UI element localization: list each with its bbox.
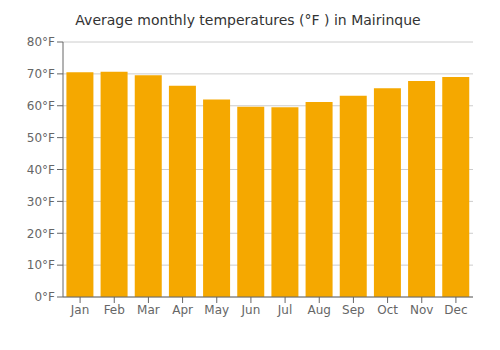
svg-text:Apr: Apr (172, 303, 193, 317)
svg-text:40°F: 40°F (27, 163, 55, 177)
svg-text:Jun: Jun (241, 303, 261, 317)
svg-text:Nov: Nov (410, 303, 433, 317)
svg-text:70°F: 70°F (27, 67, 55, 81)
svg-text:30°F: 30°F (27, 195, 55, 209)
svg-text:Dec: Dec (444, 303, 467, 317)
svg-text:May: May (204, 303, 229, 317)
svg-text:50°F: 50°F (27, 131, 55, 145)
svg-text:20°F: 20°F (27, 227, 55, 241)
svg-text:Oct: Oct (377, 303, 398, 317)
svg-text:Sep: Sep (342, 303, 365, 317)
svg-text:60°F: 60°F (27, 99, 55, 113)
svg-text:Feb: Feb (104, 303, 125, 317)
svg-text:Jan: Jan (70, 303, 90, 317)
svg-text:Mar: Mar (137, 303, 160, 317)
html-text:Average monthly temperatures (: Average monthly temperatures (°F ) in Ma… (75, 12, 421, 28)
svg-text:80°F: 80°F (27, 35, 55, 49)
svg-text:Jul: Jul (277, 303, 292, 317)
svg-text:0°F: 0°F (34, 290, 55, 304)
svg-text:10°F: 10°F (27, 258, 55, 272)
svg-text:Aug: Aug (308, 303, 331, 317)
